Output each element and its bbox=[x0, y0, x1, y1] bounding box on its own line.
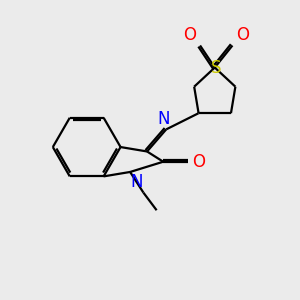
Text: O: O bbox=[184, 26, 196, 44]
Text: O: O bbox=[236, 26, 249, 44]
Text: O: O bbox=[192, 153, 205, 171]
Text: S: S bbox=[211, 58, 221, 76]
Text: N: N bbox=[131, 172, 143, 190]
Text: N: N bbox=[158, 110, 170, 128]
